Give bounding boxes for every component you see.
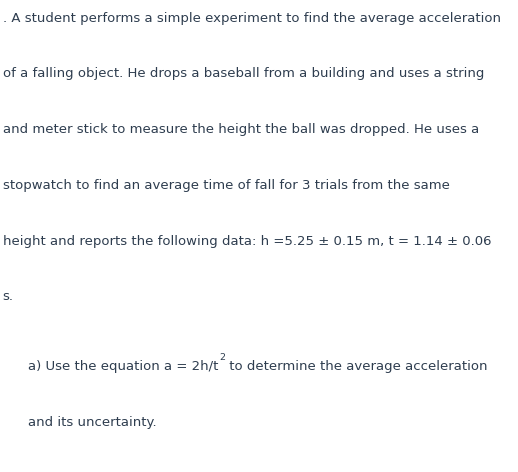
Text: of a falling object. He drops a baseball from a building and uses a string: of a falling object. He drops a baseball…	[3, 67, 484, 81]
Text: and meter stick to measure the height the ball was dropped. He uses a: and meter stick to measure the height th…	[3, 123, 479, 136]
Text: s.: s.	[3, 290, 13, 303]
Text: a) Use the equation a = 2h/t: a) Use the equation a = 2h/t	[28, 360, 219, 373]
Text: height and reports the following data: h =5.25 ± 0.15 m, t = 1.14 ± 0.06: height and reports the following data: h…	[3, 235, 491, 248]
Text: to determine the average acceleration: to determine the average acceleration	[225, 360, 487, 373]
Text: and its uncertainty.: and its uncertainty.	[28, 416, 157, 429]
Text: 2: 2	[219, 354, 225, 362]
Text: . A student performs a simple experiment to find the average acceleration: . A student performs a simple experiment…	[3, 12, 500, 25]
Text: stopwatch to find an average time of fall for 3 trials from the same: stopwatch to find an average time of fal…	[3, 179, 450, 192]
